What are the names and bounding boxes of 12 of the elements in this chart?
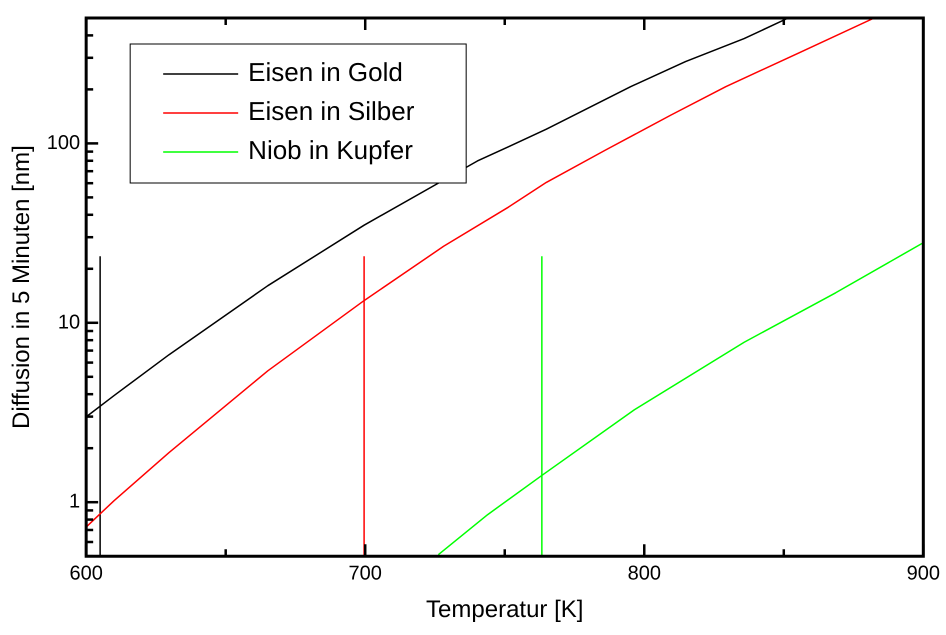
legend-label: Niob in Kupfer xyxy=(248,135,414,166)
x-tick-label: 800 xyxy=(628,562,661,585)
y-axis-title: Diffusion in 5 Minuten [nm] xyxy=(8,145,36,429)
y-tick-label: 100 xyxy=(46,132,80,154)
legend-label: Eisen in Silber xyxy=(248,96,415,126)
x-tick-label: 600 xyxy=(69,562,103,585)
y-tick-label: 10 xyxy=(58,311,80,334)
legend-label: Eisen in Gold xyxy=(248,57,403,88)
x-tick-label: 700 xyxy=(348,562,382,585)
x-tick-label: 900 xyxy=(906,562,940,585)
x-axis-title: Temperatur [K] xyxy=(426,596,584,624)
y-tick-label: 1 xyxy=(69,490,80,513)
